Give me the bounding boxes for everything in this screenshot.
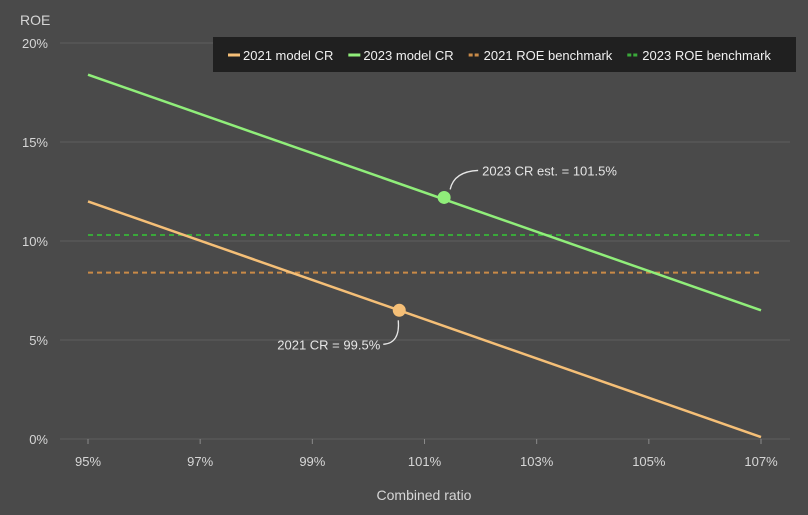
legend: 2021 model CR 2023 model CR 2021 ROE bench…: [213, 37, 796, 72]
y-axis-ticks: 0% 5% 10% 15% 20%: [22, 36, 48, 447]
annotation-label: 2021 CR = 99.5%: [277, 337, 380, 352]
annotation-label: 2023 CR est. = 101.5%: [482, 163, 617, 178]
series-line-1: [87, 200, 762, 439]
legend-box: [213, 37, 796, 72]
y-axis-label: ROE: [20, 12, 50, 28]
x-tick-label: 95%: [75, 454, 101, 469]
x-tick-label: 99%: [299, 454, 325, 469]
x-tick-label: 101%: [408, 454, 442, 469]
x-axis-ticks: 95% 97% 99% 101% 103% 105% 107%: [75, 439, 778, 469]
series-line-2: [87, 73, 762, 312]
x-tick-label: 97%: [187, 454, 213, 469]
y-tick-label: 15%: [22, 135, 48, 150]
annotation-connector: [449, 169, 479, 190]
y-tick-label: 20%: [22, 36, 48, 51]
x-tick-label: 103%: [520, 454, 554, 469]
legend-label: 2023 model CR: [363, 48, 453, 63]
x-axis-label: Combined ratio: [377, 487, 472, 503]
x-tick-label: 105%: [632, 454, 666, 469]
y-tick-label: 5%: [29, 333, 48, 348]
y-tick-label: 0%: [29, 432, 48, 447]
x-tick-label: 107%: [744, 454, 778, 469]
highlight-point: [437, 190, 451, 204]
series-lines: [87, 73, 762, 439]
annotations: 2023 CR est. = 101.5% 2021 CR = 99.5%: [277, 163, 617, 352]
y-tick-label: 10%: [22, 234, 48, 249]
legend-label: 2021 ROE benchmark: [484, 48, 613, 63]
highlight-point: [392, 303, 406, 317]
legend-label: 2021 model CR: [243, 48, 333, 63]
legend-label: 2023 ROE benchmark: [642, 48, 771, 63]
annotation-connector: [383, 320, 400, 345]
